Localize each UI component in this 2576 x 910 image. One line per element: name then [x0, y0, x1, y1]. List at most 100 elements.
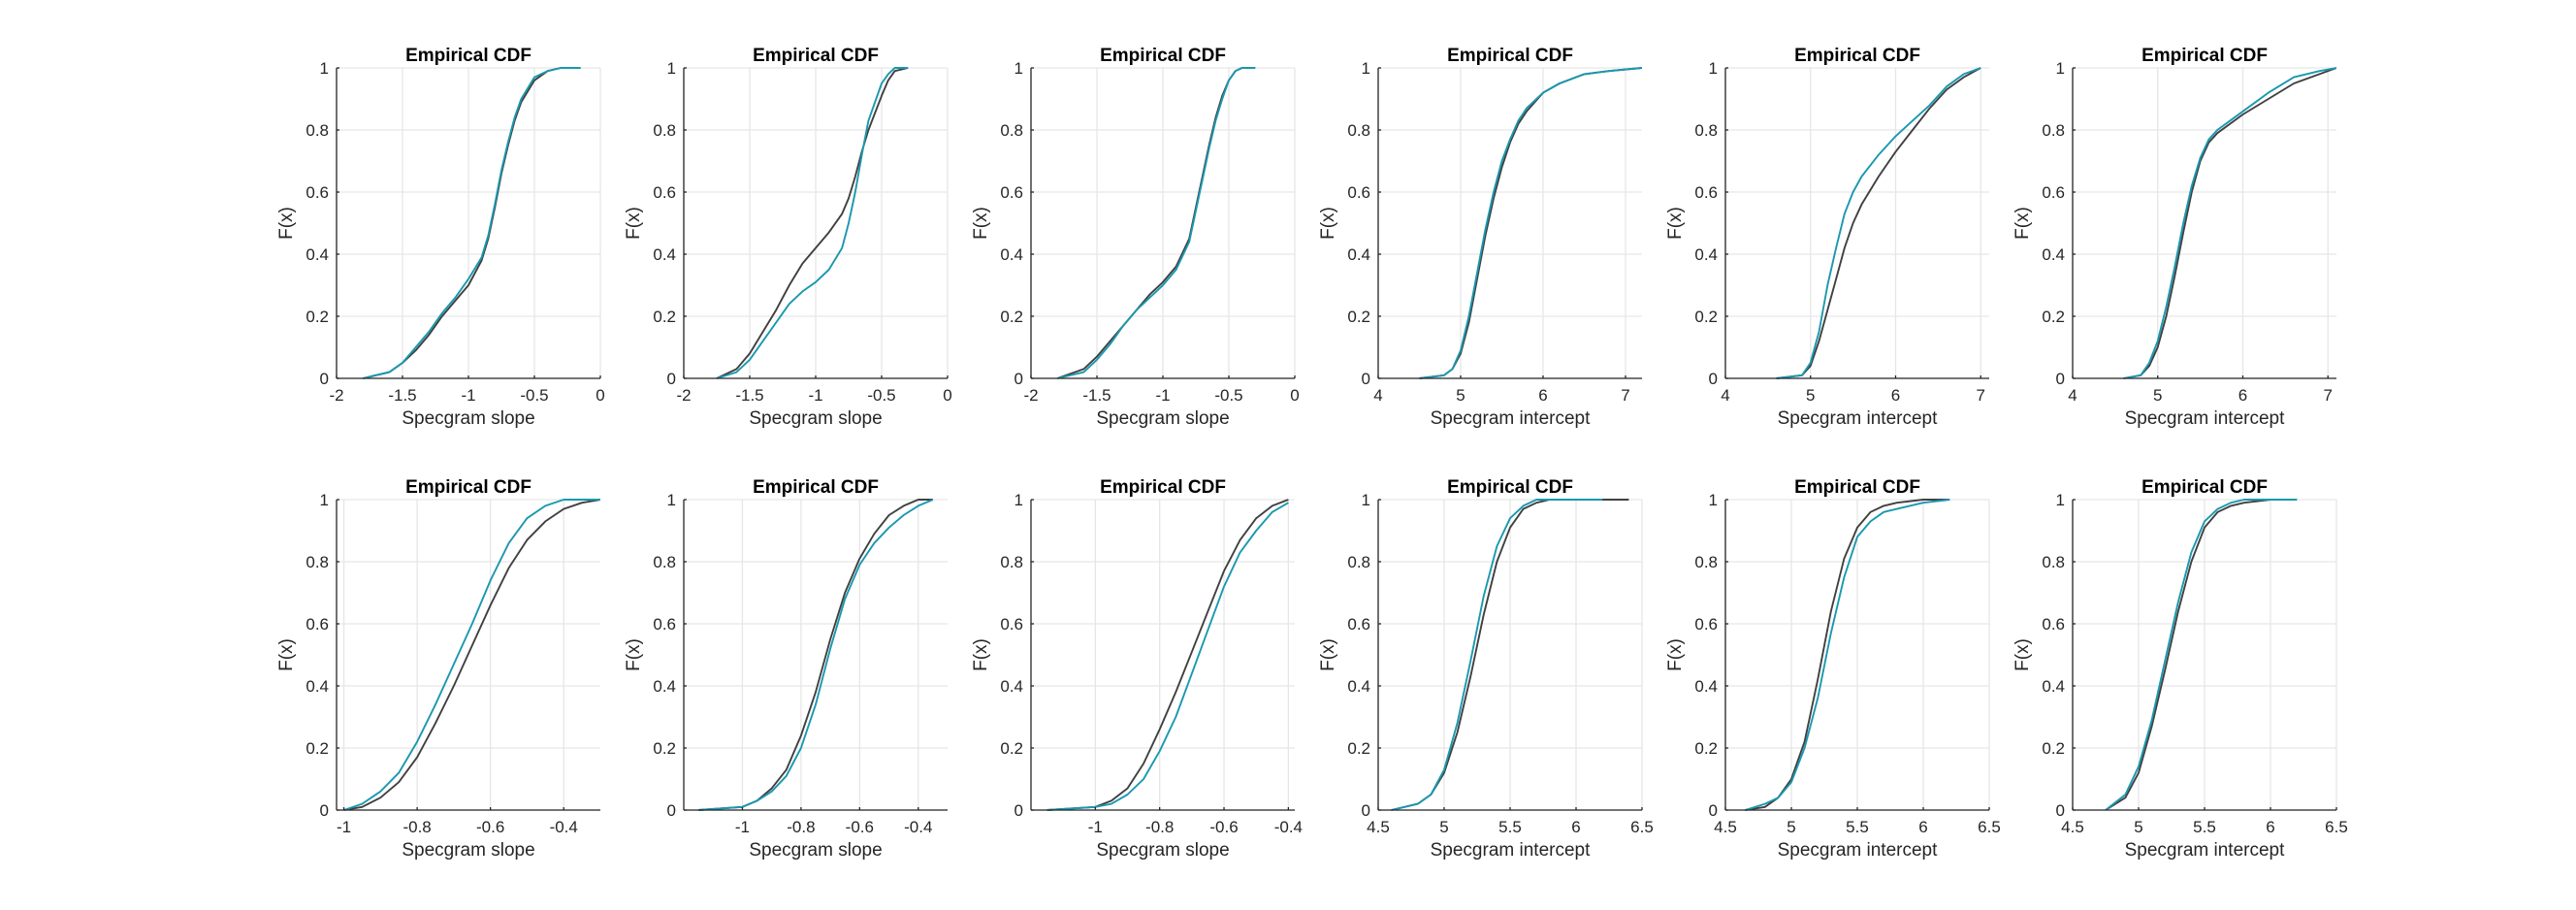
y-tick-label: 0.6	[1347, 615, 1370, 634]
x-tick-label: 5	[2134, 818, 2142, 836]
x-axis-label: Specgram slope	[402, 408, 534, 429]
x-tick-label: 7	[2323, 386, 2332, 405]
cdf-series-line-2	[1056, 67, 1256, 379]
x-axis-label: Specgram slope	[1096, 840, 1229, 861]
x-tick-label: 6.5	[1630, 818, 1654, 836]
x-tick-label: -0.4	[904, 818, 932, 836]
y-tick-label: 1	[1709, 491, 1718, 509]
y-tick-label: 0.6	[1347, 183, 1370, 202]
y-tick-label: 0	[667, 801, 676, 820]
y-tick-label: 1	[1014, 491, 1023, 509]
y-axis-label: F(x)	[1318, 207, 1338, 240]
grid	[2072, 499, 2337, 811]
x-tick-label: -2	[1023, 386, 1038, 405]
y-axis-label: F(x)	[276, 207, 297, 240]
cdf-series-line-2	[1391, 499, 1603, 811]
y-axis-label: F(x)	[624, 638, 644, 671]
y-tick-label: 0.4	[306, 677, 329, 696]
x-tick-label: 4	[1721, 386, 1729, 405]
series-group	[362, 67, 581, 379]
y-tick-label: 0	[1362, 801, 1370, 820]
x-tick-label: -1	[461, 386, 475, 405]
y-tick-label: 0.8	[2042, 121, 2065, 140]
series-group	[1745, 499, 1950, 811]
x-tick-label: 5.5	[2193, 818, 2216, 836]
y-tick-label: 0.6	[1694, 615, 1718, 634]
y-tick-label: 0.4	[1347, 677, 1370, 696]
chart-title: Empirical CDF	[1447, 477, 1573, 498]
cdf-subplot: -2 -1.5 -1 -0.5 0 0 0.2 0.4 0.6 0.8 1 Empirical CDF…	[276, 46, 605, 429]
x-tick-label: -2	[676, 386, 691, 405]
y-tick-label: 0.2	[1347, 308, 1370, 326]
grid	[1377, 67, 1642, 379]
y-tick-label: 0	[667, 370, 676, 388]
y-axis-label: F(x)	[1665, 638, 1686, 671]
y-tick-label: 0.2	[653, 308, 676, 326]
chart-title: Empirical CDF	[405, 46, 531, 66]
x-tick-label: -2	[329, 386, 343, 405]
y-tick-label: 0.8	[1694, 553, 1718, 571]
cdf-series-line-2	[343, 499, 600, 811]
x-tick-label: 6.5	[2325, 818, 2348, 836]
series-group	[716, 67, 909, 379]
y-tick-label: 0	[320, 370, 329, 388]
cdf-series-line-1	[1419, 67, 1642, 379]
y-tick-label: 1	[1014, 59, 1023, 78]
x-tick-label: 4	[1373, 386, 1382, 405]
x-tick-label: 7	[1976, 386, 1984, 405]
series-group	[2123, 67, 2336, 379]
y-tick-label: 0.8	[653, 121, 676, 140]
y-tick-label: 0	[1362, 370, 1370, 388]
cdf-series-line-1	[362, 67, 581, 379]
cdf-series-line-2	[2105, 499, 2298, 811]
y-tick-label: 0.2	[306, 308, 329, 326]
x-axis-label: Specgram intercept	[1778, 840, 1938, 861]
x-axis-label: Specgram intercept	[1778, 408, 1938, 429]
grid	[1031, 499, 1295, 811]
chart-title: Empirical CDF	[753, 477, 879, 498]
series-group	[1391, 499, 1629, 811]
series-group	[1056, 67, 1256, 379]
cdf-subplot: 4 5 6 7 0 0.2 0.4 0.6 0.8 1 Empirical CDF Specgram …	[1318, 46, 1642, 429]
cdf-subplot: -1 -0.8 -0.6 -0.4 0 0.2 0.4 0.6 0.8 1 Empirical CD…	[276, 477, 600, 861]
x-tick-label: -0.8	[1145, 818, 1174, 836]
cdf-series-line-1	[698, 499, 933, 811]
y-tick-label: 0.2	[1694, 739, 1718, 758]
x-tick-label: 4.5	[1714, 818, 1737, 836]
cdf-series-line-1	[1046, 499, 1289, 811]
x-tick-label: 5	[1439, 818, 1448, 836]
cdf-subplot: -2 -1.5 -1 -0.5 0 0 0.2 0.4 0.6 0.8 1 Empirical CDF…	[971, 46, 1300, 429]
chart-title: Empirical CDF	[2141, 477, 2268, 498]
y-tick-label: 1	[667, 59, 676, 78]
y-tick-label: 0.6	[653, 183, 676, 202]
y-tick-label: 0.2	[1000, 739, 1023, 758]
grid	[683, 67, 949, 379]
y-tick-label: 0.6	[306, 615, 329, 634]
y-tick-label: 0.8	[1000, 121, 1023, 140]
x-tick-label: -1	[1155, 386, 1170, 405]
y-tick-label: 0.8	[653, 553, 676, 571]
cdf-subplot: 4.5 5 5.5 6 6.5 0 0.2 0.4 0.6 0.8 1 Empirical CDF Sp…	[1665, 477, 2001, 861]
x-tick-label: -0.4	[550, 818, 578, 836]
y-axis-label: F(x)	[2012, 207, 2033, 240]
y-tick-label: 1	[1709, 59, 1718, 78]
cdf-subplot: 4.5 5 5.5 6 6.5 0 0.2 0.4 0.6 0.8 1 Empirical CDF Sp…	[2012, 477, 2348, 861]
y-tick-label: 0.4	[1000, 245, 1023, 264]
cdf-series-line-1	[2123, 67, 2336, 379]
y-tick-label: 0.8	[306, 553, 329, 571]
chart-title: Empirical CDF	[2141, 46, 2268, 66]
x-tick-label: -0.6	[846, 818, 874, 836]
x-tick-label: -1.5	[388, 386, 416, 405]
series-group	[1046, 499, 1289, 811]
cdf-series-line-1	[1745, 499, 1950, 811]
grid	[1724, 499, 1990, 811]
y-tick-label: 1	[1362, 59, 1370, 78]
cdf-series-line-2	[1046, 502, 1289, 811]
y-axis-label: F(x)	[276, 638, 297, 671]
x-axis-label: Specgram slope	[749, 840, 882, 861]
x-tick-label: -1	[735, 818, 750, 836]
series-group	[2105, 499, 2298, 811]
chart-title: Empirical CDF	[1794, 46, 1920, 66]
x-axis-label: Specgram slope	[749, 408, 882, 429]
